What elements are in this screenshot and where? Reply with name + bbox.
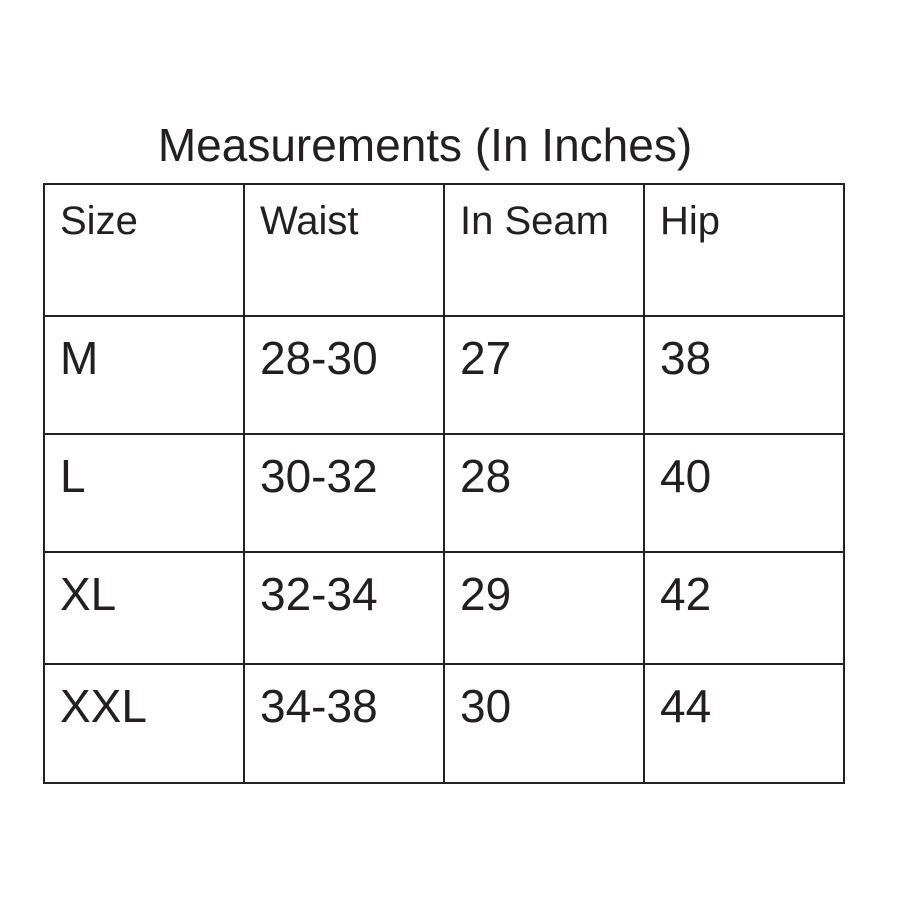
cell-in-seam: 28 — [443, 433, 645, 553]
cell-in-seam: 29 — [443, 551, 645, 665]
cell-waist: 30-32 — [243, 433, 445, 553]
cell-in-seam: 27 — [443, 315, 645, 435]
header-hip: Hip — [643, 183, 845, 317]
header-in-seam: In Seam — [443, 183, 645, 317]
table-row: M 28-30 27 38 — [43, 315, 845, 435]
cell-waist: 28-30 — [243, 315, 445, 435]
cell-size: M — [43, 315, 245, 435]
table-row: XXL 34-38 30 44 — [43, 663, 845, 784]
cell-hip: 44 — [643, 663, 845, 784]
table-header-row: Size Waist In Seam Hip — [43, 183, 845, 317]
cell-waist: 32-34 — [243, 551, 445, 665]
header-waist: Waist — [243, 183, 445, 317]
cell-hip: 38 — [643, 315, 845, 435]
table-row: L 30-32 28 40 — [43, 433, 845, 553]
cell-size: XXL — [43, 663, 245, 784]
cell-in-seam: 30 — [443, 663, 645, 784]
header-size: Size — [43, 183, 245, 317]
page-title: Measurements (In Inches) — [157, 119, 693, 171]
cell-hip: 42 — [643, 551, 845, 665]
cell-size: XL — [43, 551, 245, 665]
cell-waist: 34-38 — [243, 663, 445, 784]
table-row: XL 32-34 29 42 — [43, 551, 845, 665]
measurements-table: Size Waist In Seam Hip M 28-30 27 38 L 3… — [43, 183, 845, 784]
cell-size: L — [43, 433, 245, 553]
cell-hip: 40 — [643, 433, 845, 553]
